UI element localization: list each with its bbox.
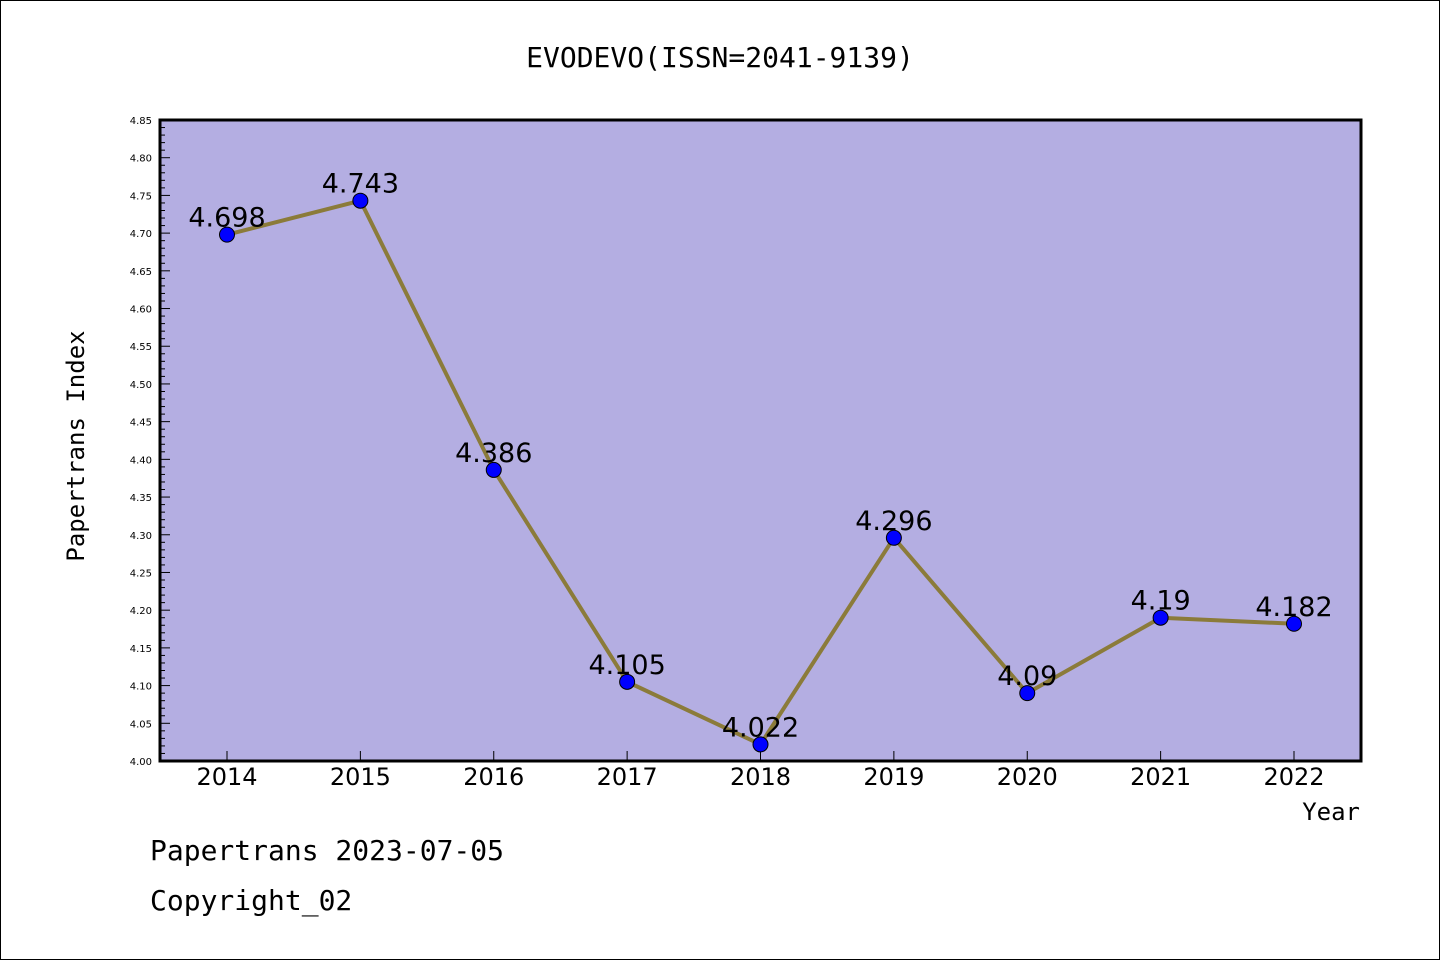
data-label: 4.743 bbox=[322, 169, 399, 200]
y-axis-label: Papertrans Index bbox=[62, 330, 90, 561]
y-tick-label: 4.25 bbox=[130, 568, 152, 579]
y-tick-label: 4.35 bbox=[130, 493, 152, 504]
data-point bbox=[619, 673, 636, 690]
y-tick-label: 4.55 bbox=[130, 342, 152, 353]
data-label: 4.698 bbox=[188, 203, 265, 234]
data-point bbox=[219, 226, 235, 243]
y-tick-label: 4.40 bbox=[130, 455, 152, 466]
y-tick-label: 4.65 bbox=[130, 267, 152, 278]
footer-copyright: Copyright_02 bbox=[150, 884, 353, 917]
plot-border bbox=[158, 118, 1363, 763]
data-label: 4.105 bbox=[588, 650, 665, 681]
x-tick-label: 2014 bbox=[196, 763, 257, 791]
y-tick-label: 4.10 bbox=[130, 682, 152, 693]
y-tick-label: 4.75 bbox=[130, 191, 152, 202]
chart-title: EVODEVO(ISSN=2041-9139) bbox=[526, 41, 914, 74]
data-label: 4.19 bbox=[1131, 586, 1191, 617]
x-tick-label: 2015 bbox=[330, 763, 391, 791]
y-tick-label: 4.50 bbox=[130, 380, 152, 391]
x-tick-label: 2022 bbox=[1263, 763, 1324, 791]
footer-date: Papertrans 2023-07-05 bbox=[150, 834, 505, 867]
data-point bbox=[352, 192, 369, 209]
plot-area bbox=[160, 120, 1361, 761]
x-axis-label: Year bbox=[1302, 798, 1360, 826]
y-tick-label: 4.00 bbox=[130, 757, 152, 768]
x-tick-label: 2016 bbox=[463, 763, 524, 791]
x-tick-label: 2018 bbox=[730, 763, 791, 791]
y-tick-label: 4.05 bbox=[130, 719, 152, 730]
data-point bbox=[1286, 615, 1302, 632]
x-tick-label: 2021 bbox=[1130, 763, 1191, 791]
data-point bbox=[1019, 685, 1036, 702]
y-tick-label: 4.85 bbox=[130, 116, 152, 127]
data-point bbox=[752, 736, 769, 753]
data-label: 4.09 bbox=[997, 661, 1057, 692]
series-layer: 4.698 4.743 4.386 4.105 4.022 4.296 4.09 4.19 4.… bbox=[188, 169, 1333, 753]
data-point bbox=[485, 461, 502, 478]
y-tick-label: 4.80 bbox=[130, 154, 152, 165]
y-tick-label: 4.15 bbox=[130, 644, 152, 655]
data-point bbox=[1152, 609, 1169, 626]
data-label: 4.386 bbox=[455, 438, 532, 469]
y-tick-label: 4.60 bbox=[130, 305, 152, 316]
y-tick-label: 4.30 bbox=[130, 531, 152, 542]
y-tick-label: 4.20 bbox=[130, 606, 152, 617]
y-tick-label: 4.70 bbox=[130, 229, 152, 240]
data-label: 4.296 bbox=[855, 506, 932, 537]
x-tick-label: 2019 bbox=[863, 763, 924, 791]
x-tick-label: 2017 bbox=[597, 763, 658, 791]
x-tick-label: 2020 bbox=[997, 763, 1058, 791]
axis-ticks: 4.00 4.05 4.10 4.15 4.20 4.25 4.30 4.35 4.40 4.45… bbox=[130, 116, 1325, 791]
y-tick-label: 4.45 bbox=[130, 418, 152, 429]
data-point bbox=[885, 529, 902, 546]
data-label: 4.182 bbox=[1255, 592, 1332, 623]
data-label: 4.022 bbox=[722, 712, 799, 743]
